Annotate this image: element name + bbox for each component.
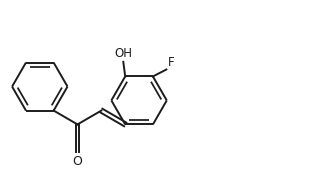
Text: OH: OH — [114, 47, 132, 60]
Text: F: F — [168, 56, 175, 69]
Text: O: O — [72, 155, 82, 168]
